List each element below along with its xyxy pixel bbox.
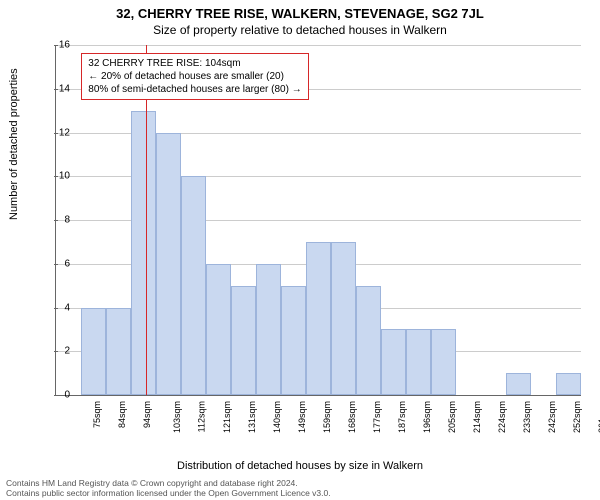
x-tick-label: 214sqm — [472, 401, 482, 433]
y-tick-mark — [54, 351, 58, 352]
x-tick-label: 168sqm — [347, 401, 357, 433]
bar — [181, 176, 206, 395]
bar — [306, 242, 331, 395]
bar — [406, 329, 431, 395]
x-tick-label: 233sqm — [522, 401, 532, 433]
x-tick-label: 177sqm — [372, 401, 382, 433]
x-tick-label: 261sqm — [597, 401, 600, 433]
x-tick-label: 205sqm — [447, 401, 457, 433]
bar — [206, 264, 231, 395]
x-tick-label: 112sqm — [196, 401, 206, 432]
y-tick-mark — [54, 133, 58, 134]
chart-title-address: 32, CHERRY TREE RISE, WALKERN, STEVENAGE… — [0, 0, 600, 21]
bar — [256, 264, 281, 395]
x-tick-label: 224sqm — [497, 401, 507, 433]
y-tick-mark — [54, 220, 58, 221]
x-axis-label: Distribution of detached houses by size … — [0, 460, 600, 472]
x-tick-label: 94sqm — [142, 401, 152, 428]
bar — [231, 286, 256, 395]
footer-attribution: Contains HM Land Registry data © Crown c… — [6, 478, 331, 498]
x-tick-label: 196sqm — [422, 401, 432, 433]
y-axis-label: Number of detached properties — [8, 68, 20, 220]
annotation-line1: 32 CHERRY TREE RISE: 104sqm — [88, 57, 301, 70]
x-tick-label: 84sqm — [117, 401, 127, 428]
bar — [381, 329, 406, 395]
y-tick-mark — [54, 89, 58, 90]
x-tick-label: 187sqm — [397, 401, 407, 433]
bar — [431, 329, 456, 395]
bar — [506, 373, 531, 395]
x-tick-label: 242sqm — [547, 401, 557, 433]
y-tick-mark — [54, 308, 58, 309]
x-tick-label: 149sqm — [297, 401, 307, 433]
chart-subtitle: Size of property relative to detached ho… — [0, 21, 600, 37]
x-tick-label: 121sqm — [222, 401, 232, 433]
x-tick-label: 159sqm — [322, 401, 332, 433]
bar — [556, 373, 581, 395]
footer-line1: Contains HM Land Registry data © Crown c… — [6, 478, 331, 488]
x-tick-label: 103sqm — [172, 401, 182, 433]
bar — [356, 286, 381, 395]
bar — [281, 286, 306, 395]
annotation-line2: ← 20% of detached houses are smaller (20… — [88, 70, 301, 83]
y-tick-mark — [54, 264, 58, 265]
annotation-line3: 80% of semi-detached houses are larger (… — [88, 83, 301, 96]
y-tick-mark — [54, 176, 58, 177]
bar — [331, 242, 356, 395]
bar — [156, 133, 181, 396]
x-tick-label: 131sqm — [247, 401, 257, 433]
plot-area: 32 CHERRY TREE RISE: 104sqm ← 20% of det… — [55, 45, 581, 396]
y-tick-mark — [54, 45, 58, 46]
annotation-box: 32 CHERRY TREE RISE: 104sqm ← 20% of det… — [81, 53, 308, 100]
chart-container: 32, CHERRY TREE RISE, WALKERN, STEVENAGE… — [0, 0, 600, 500]
bar — [81, 308, 106, 396]
bar — [106, 308, 131, 396]
x-tick-label: 140sqm — [272, 401, 282, 433]
y-tick-mark — [54, 395, 58, 396]
bar — [131, 111, 156, 395]
x-tick-label: 252sqm — [572, 401, 582, 433]
x-tick-label: 75sqm — [92, 401, 102, 428]
footer-line2: Contains public sector information licen… — [6, 488, 331, 498]
